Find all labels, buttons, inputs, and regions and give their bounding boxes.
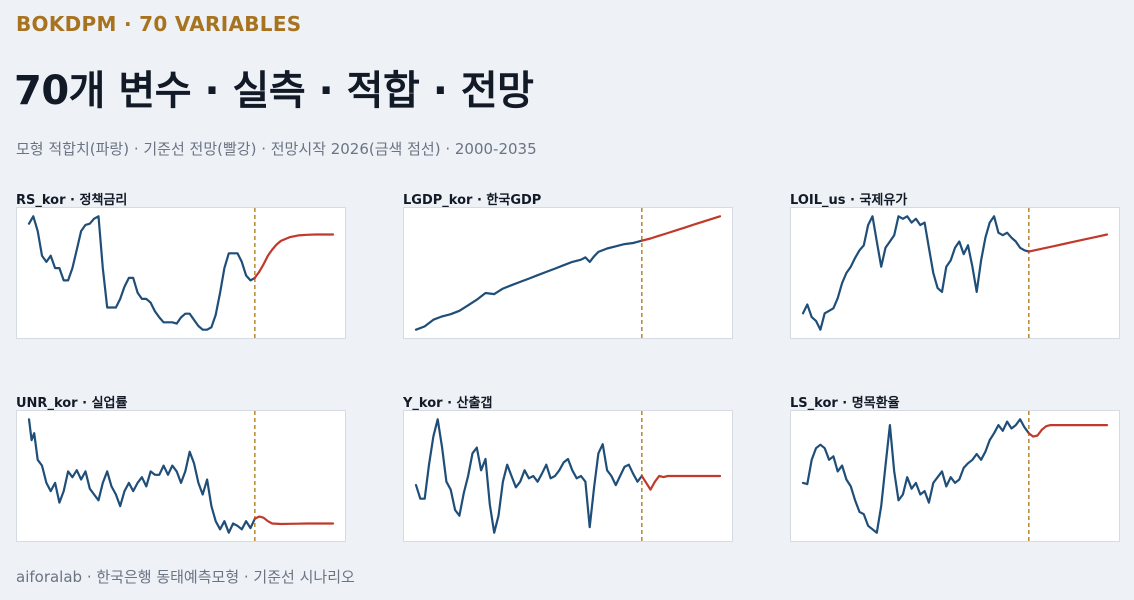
fitted-series-line bbox=[27, 418, 256, 534]
chart-plot-area bbox=[16, 207, 346, 339]
page-title: 70개 변수 · 실측 · 적합 · 전망 bbox=[14, 68, 534, 114]
chart-title: Y_kor · 산출갭 bbox=[403, 396, 493, 411]
chart-svg-ls-kor bbox=[801, 411, 1109, 541]
chart-title: LOIL_us · 국제유가 bbox=[790, 193, 908, 208]
eyebrow-label: BOKDPM · 70 VARIABLES bbox=[16, 12, 302, 36]
chart-svg-rs-kor bbox=[27, 208, 335, 338]
chart-panel-loil-us: LOIL_us · 국제유가 bbox=[790, 189, 1120, 349]
forecast-series-line bbox=[640, 215, 722, 242]
chart-panel-y-kor: Y_kor · 산출갭 bbox=[403, 392, 733, 552]
forecast-series-line bbox=[1027, 233, 1109, 253]
chart-panel-unr-kor: UNR_kor · 실업률 bbox=[16, 392, 346, 552]
chart-panel-rs-kor: RS_kor · 정책금리 bbox=[16, 189, 346, 349]
forecast-series-line bbox=[640, 474, 722, 491]
fitted-series-line bbox=[27, 215, 256, 331]
fitted-series-line bbox=[414, 418, 643, 534]
chart-plot-area bbox=[16, 410, 346, 542]
chart-plot-area bbox=[790, 207, 1120, 339]
chart-svg-y-kor bbox=[414, 411, 722, 541]
forecast-series-line bbox=[253, 515, 335, 526]
chart-plot-area bbox=[790, 410, 1120, 542]
chart-svg-loil-us bbox=[801, 208, 1109, 338]
chart-panel-lgdp-kor: LGDP_kor · 한국GDP bbox=[403, 189, 733, 349]
forecast-series-line bbox=[253, 233, 335, 279]
fitted-series-line bbox=[801, 215, 1030, 331]
forecast-series-line bbox=[1027, 424, 1109, 438]
chart-plot-area bbox=[403, 207, 733, 339]
chart-title: LS_kor · 명목환율 bbox=[790, 396, 900, 411]
chart-title: LGDP_kor · 한국GDP bbox=[403, 193, 542, 208]
chart-svg-unr-kor bbox=[27, 411, 335, 541]
fitted-series-line bbox=[414, 239, 643, 331]
chart-svg-lgdp-kor bbox=[414, 208, 722, 338]
chart-panel-ls-kor: LS_kor · 명목환율 bbox=[790, 392, 1120, 552]
chart-title: UNR_kor · 실업률 bbox=[16, 396, 128, 411]
chart-plot-area bbox=[403, 410, 733, 542]
fitted-series-line bbox=[801, 418, 1030, 534]
chart-title: RS_kor · 정책금리 bbox=[16, 193, 128, 208]
footer-credit: aiforalab · 한국은행 동태예측모형 · 기준선 시나리오 bbox=[16, 568, 355, 586]
page-subtitle: 모형 적합치(파랑) · 기준선 전망(빨강) · 전망시작 2026(금색 점… bbox=[16, 140, 537, 158]
